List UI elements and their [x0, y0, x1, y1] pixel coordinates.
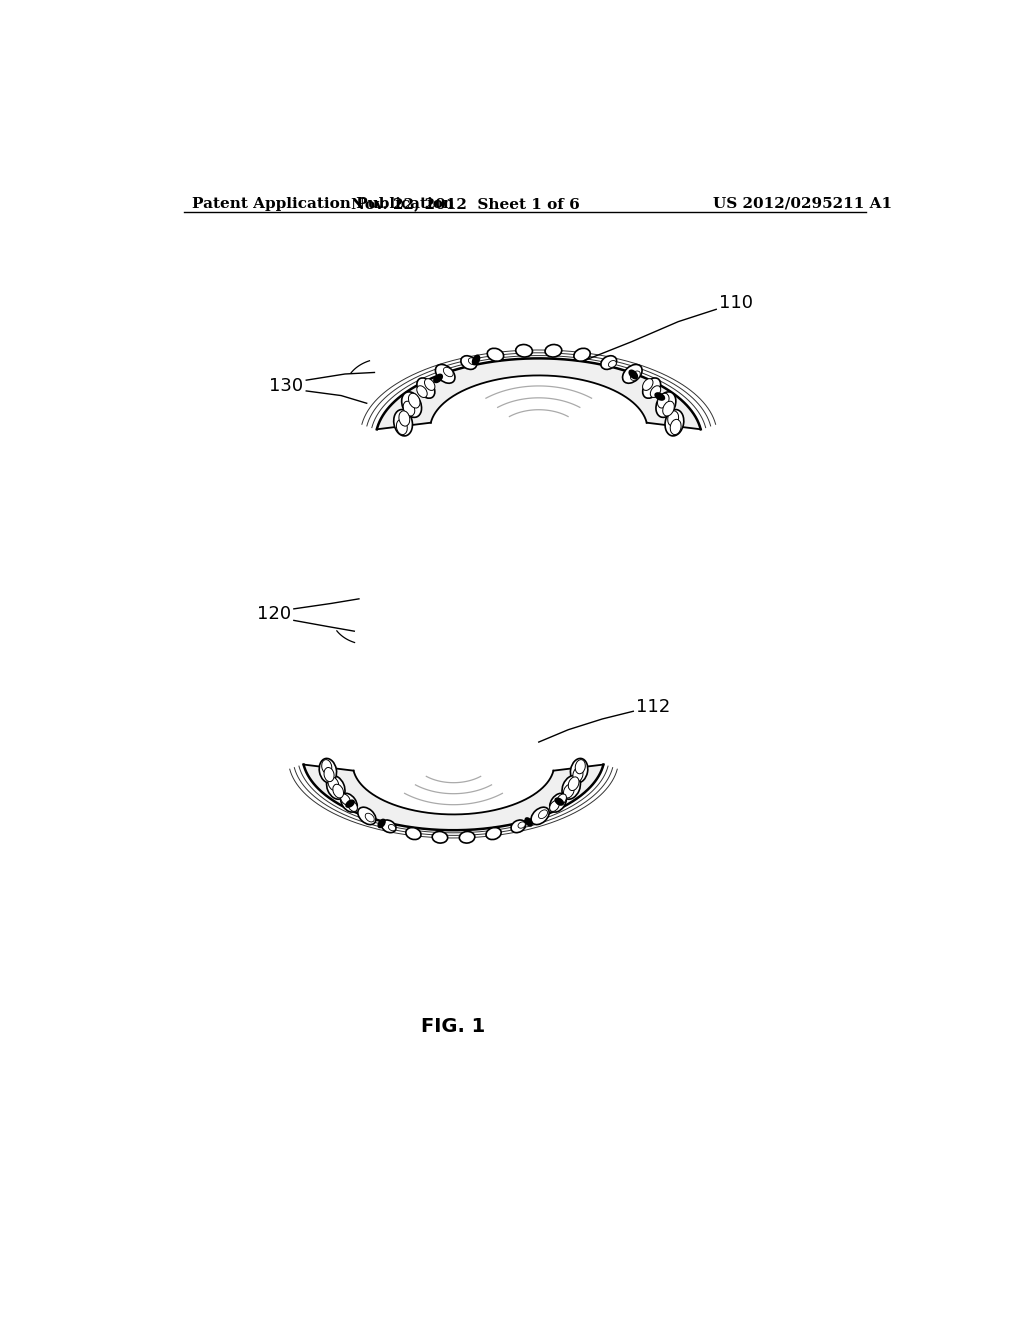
Ellipse shape [539, 810, 548, 818]
Ellipse shape [570, 759, 588, 783]
Ellipse shape [643, 378, 660, 399]
Ellipse shape [665, 409, 684, 436]
Ellipse shape [511, 820, 525, 833]
Polygon shape [377, 358, 700, 429]
Ellipse shape [401, 392, 422, 417]
Ellipse shape [403, 401, 415, 416]
Ellipse shape [531, 808, 549, 825]
Ellipse shape [650, 385, 660, 397]
Ellipse shape [348, 800, 357, 812]
Ellipse shape [443, 367, 454, 376]
Ellipse shape [472, 355, 480, 366]
Polygon shape [303, 764, 603, 830]
Ellipse shape [417, 385, 427, 397]
Ellipse shape [516, 345, 532, 356]
Ellipse shape [657, 393, 669, 408]
Text: Nov. 22, 2012  Sheet 1 of 6: Nov. 22, 2012 Sheet 1 of 6 [351, 197, 580, 211]
Ellipse shape [572, 767, 583, 781]
Ellipse shape [557, 795, 566, 805]
Ellipse shape [663, 401, 674, 416]
Ellipse shape [668, 411, 679, 426]
Ellipse shape [357, 808, 376, 825]
Ellipse shape [388, 825, 395, 830]
Ellipse shape [654, 392, 666, 401]
Text: 120: 120 [257, 606, 291, 623]
Ellipse shape [468, 358, 476, 364]
Ellipse shape [396, 420, 408, 434]
Ellipse shape [623, 364, 642, 383]
Ellipse shape [568, 777, 579, 791]
Ellipse shape [341, 793, 357, 812]
Ellipse shape [433, 374, 443, 383]
Ellipse shape [524, 817, 532, 826]
Text: 110: 110 [719, 294, 753, 312]
Ellipse shape [486, 828, 501, 840]
Ellipse shape [656, 392, 676, 417]
Ellipse shape [366, 813, 374, 822]
Text: 112: 112 [636, 698, 670, 715]
Ellipse shape [324, 767, 334, 781]
Text: US 2012/0295211 A1: US 2012/0295211 A1 [713, 197, 892, 211]
Ellipse shape [341, 795, 350, 805]
Ellipse shape [425, 379, 435, 391]
Ellipse shape [378, 818, 386, 829]
Ellipse shape [601, 355, 616, 370]
Ellipse shape [518, 822, 525, 828]
Text: 130: 130 [269, 376, 303, 395]
Ellipse shape [333, 784, 343, 797]
Ellipse shape [327, 776, 345, 799]
Ellipse shape [631, 371, 640, 380]
Ellipse shape [563, 784, 574, 797]
Ellipse shape [573, 348, 590, 362]
Ellipse shape [393, 409, 413, 436]
Ellipse shape [629, 370, 638, 379]
Ellipse shape [550, 793, 566, 812]
Ellipse shape [545, 345, 562, 356]
Text: FIG. 1: FIG. 1 [421, 1016, 485, 1036]
Ellipse shape [562, 776, 581, 799]
Ellipse shape [487, 348, 504, 362]
Ellipse shape [460, 832, 475, 843]
Ellipse shape [432, 832, 447, 843]
Ellipse shape [575, 759, 586, 774]
Ellipse shape [554, 797, 564, 805]
Ellipse shape [319, 759, 337, 783]
Text: Patent Application Publication: Patent Application Publication [191, 197, 454, 211]
Ellipse shape [550, 800, 559, 812]
Ellipse shape [345, 800, 355, 808]
Ellipse shape [381, 820, 396, 833]
Ellipse shape [671, 420, 681, 434]
Ellipse shape [643, 379, 653, 391]
Ellipse shape [417, 378, 435, 399]
Ellipse shape [322, 759, 332, 774]
Ellipse shape [406, 828, 421, 840]
Ellipse shape [608, 360, 616, 367]
Ellipse shape [328, 777, 339, 791]
Ellipse shape [461, 355, 476, 370]
Ellipse shape [399, 411, 410, 426]
Ellipse shape [435, 364, 455, 383]
Ellipse shape [409, 393, 420, 408]
